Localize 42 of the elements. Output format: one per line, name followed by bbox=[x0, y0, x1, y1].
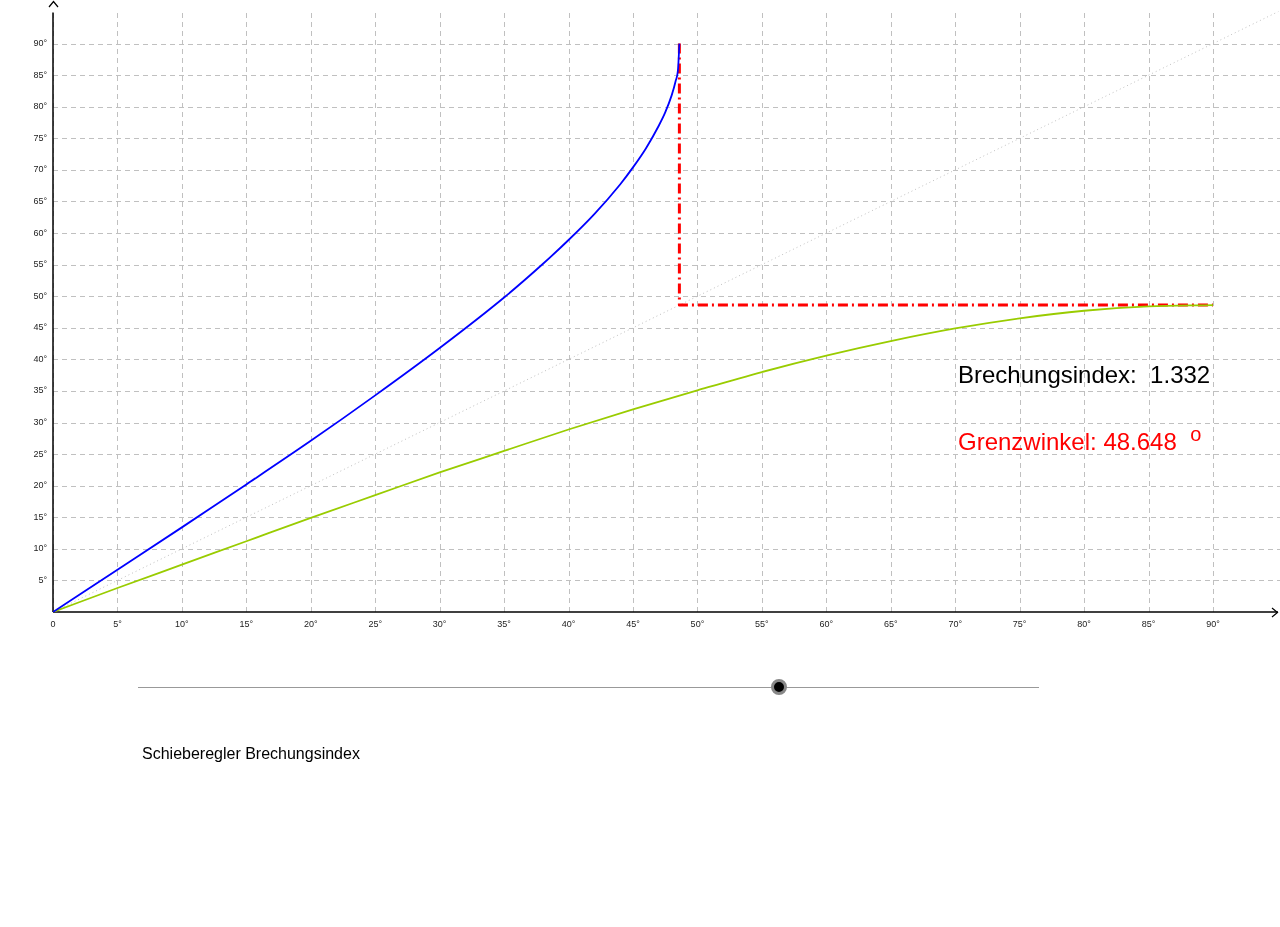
x-tick-label: 40° bbox=[561, 618, 576, 629]
text: Schieberegler Brechungsindex bbox=[142, 744, 360, 763]
x-tick-label: 90° bbox=[1206, 618, 1221, 629]
x-tick-label: 75° bbox=[1012, 618, 1027, 629]
y-tick-label: 20° bbox=[33, 480, 48, 491]
y-tick-label: 15° bbox=[33, 511, 48, 522]
y-tick-label: 10° bbox=[33, 543, 48, 554]
y-tick-label: 40° bbox=[33, 353, 48, 364]
x-tick-label: 35° bbox=[497, 618, 512, 629]
x-tick-label: 65° bbox=[883, 618, 898, 629]
x-tick-label: 25° bbox=[368, 618, 383, 629]
x-tick-label: 60° bbox=[819, 618, 834, 629]
y-tick-label: 65° bbox=[33, 195, 48, 206]
x-tick-label: 50° bbox=[690, 618, 705, 629]
y-tick-label: 70° bbox=[33, 164, 48, 175]
x-tick-label: 70° bbox=[948, 618, 963, 629]
y-tick-label: 5° bbox=[38, 574, 48, 585]
y-tick-label: 60° bbox=[33, 227, 48, 238]
annotation: Grenzwinkel: 48.648 $^{o}$ bbox=[958, 422, 1202, 456]
line-series bbox=[53, 42, 681, 612]
y-tick-label: 85° bbox=[33, 69, 48, 80]
y-tick-label: 30° bbox=[33, 417, 48, 428]
y-tick-label: 45° bbox=[33, 322, 48, 333]
x-tick-label: 20° bbox=[303, 618, 318, 629]
y-tick-label: 25° bbox=[33, 448, 48, 459]
x-tick-label: 55° bbox=[755, 618, 770, 629]
y-tick-label: 55° bbox=[33, 259, 48, 270]
x-tick-label: 45° bbox=[626, 618, 641, 629]
x-tick-label: 5° bbox=[113, 618, 123, 629]
x-tick-label: 0 bbox=[50, 618, 56, 629]
annotation: Brechungsindex: 1.332 bbox=[958, 361, 1211, 389]
x-tick-label: 30° bbox=[432, 618, 447, 629]
x-tick-label: 15° bbox=[239, 618, 254, 629]
line-series bbox=[53, 304, 1214, 612]
y-tick-label: 75° bbox=[33, 132, 48, 143]
x-tick-label: 85° bbox=[1141, 618, 1156, 629]
y-tick-label: 90° bbox=[33, 38, 48, 49]
y-tick-label: 50° bbox=[33, 290, 48, 301]
y-tick-label: 80° bbox=[33, 101, 48, 112]
x-tick-label: 10° bbox=[175, 618, 190, 629]
y-tick-label: 35° bbox=[33, 385, 48, 396]
x-tick-label: 80° bbox=[1077, 618, 1092, 629]
